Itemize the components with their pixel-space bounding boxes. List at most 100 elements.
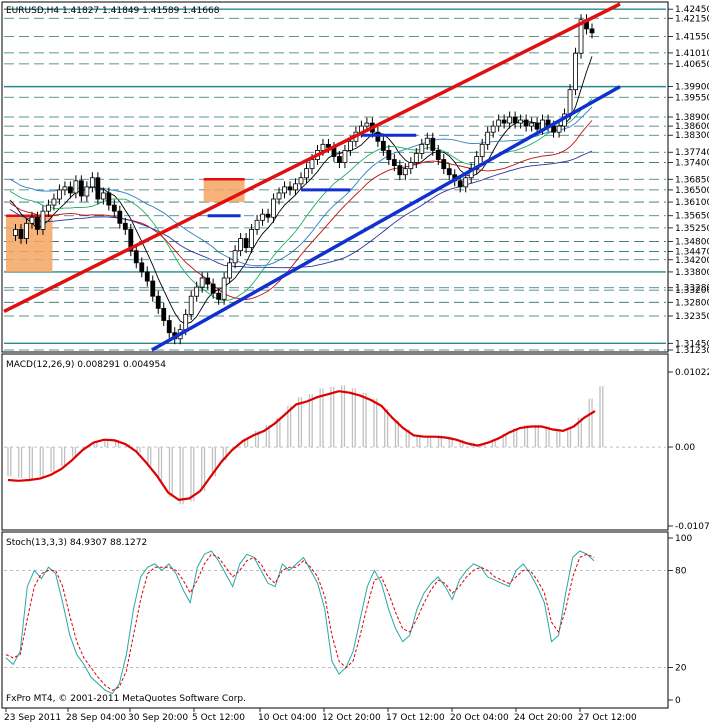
- moving-average-line: [9, 120, 593, 300]
- candle-body: [293, 183, 298, 191]
- price-tick-label: 1.41010: [675, 49, 709, 59]
- resistance-trendline: [3, 2, 621, 313]
- macd-signal-path: [7, 390, 596, 502]
- candle-body: [62, 186, 68, 191]
- price-tick-label: 1.36100: [675, 198, 709, 208]
- time-tick-label: 17 Oct 12:00: [386, 713, 445, 723]
- candle-body: [232, 250, 238, 264]
- candle-body: [24, 222, 29, 239]
- candle-body: [18, 229, 24, 239]
- candle-body: [518, 119, 524, 124]
- candle-body: [419, 143, 425, 154]
- stoch-title: Stoch(13,3,3) 84.9307 88.1272: [6, 538, 147, 548]
- candle-body: [194, 286, 200, 297]
- candle-body: [150, 280, 156, 297]
- time-tick-label: 5 Oct 12:00: [192, 713, 245, 723]
- price-tick-label: 1.32800: [675, 298, 709, 308]
- price-tick-label: 1.37740: [675, 148, 709, 158]
- macd-title: MACD(12,26,9) 0.008291 0.004954: [6, 360, 166, 370]
- price-tick-label: 1.37400: [675, 159, 709, 169]
- price-panel[interactable]: [1, 1, 669, 353]
- time-tick-label: 24 Oct 20:00: [514, 713, 573, 723]
- price-tick-label: 1.33280: [675, 284, 709, 294]
- price-tick-label: 1.38600: [675, 122, 709, 132]
- candle-body: [573, 52, 578, 91]
- candle-body: [589, 28, 595, 34]
- candle-body: [46, 204, 51, 212]
- candle-body: [271, 198, 276, 218]
- price-tick-label: 1.34800: [675, 238, 709, 248]
- candle-body: [386, 150, 392, 160]
- candle-body: [78, 180, 84, 197]
- price-tick-label: 1.38900: [675, 113, 709, 123]
- price-range-box: [203, 179, 245, 203]
- candle-body: [375, 131, 381, 142]
- price-tick-label: 1.41550: [675, 33, 709, 43]
- stoch-panel[interactable]: [1, 531, 669, 709]
- price-tick-label: 1.42150: [675, 14, 709, 24]
- candle-body: [89, 177, 95, 188]
- time-tick-label: 20 Oct 04:00: [450, 713, 509, 723]
- candle-body: [84, 186, 90, 197]
- candle-body: [227, 262, 233, 279]
- stoch-tick-label: 100: [675, 534, 692, 544]
- candle-body: [166, 320, 172, 334]
- candle-body: [117, 210, 123, 224]
- time-tick-label: 28 Sep 04:00: [66, 713, 126, 723]
- price-tick-label: 1.31450: [675, 339, 709, 349]
- candle-body: [402, 168, 408, 176]
- candle-body: [298, 177, 304, 185]
- price-tick-label: 1.38300: [675, 131, 709, 141]
- macd-tick-label: 0.00: [675, 443, 695, 453]
- candle-body: [309, 159, 315, 170]
- candle-body: [144, 271, 150, 282]
- candle-body: [512, 116, 518, 124]
- candle-body: [424, 137, 430, 145]
- price-tick-label: 1.33200: [675, 286, 709, 296]
- price-tick-label: 1.35250: [675, 224, 709, 234]
- time-tick-label: 10 Oct 04:00: [258, 713, 317, 723]
- price-tick-label: 1.31230: [675, 346, 709, 356]
- price-tick-label: 1.39900: [675, 83, 709, 93]
- candle-body: [106, 192, 112, 206]
- candle-body: [40, 210, 46, 230]
- stoch-lines: [5, 550, 595, 695]
- price-level-grid: [4, 8, 666, 351]
- candle-body: [128, 229, 134, 252]
- candle-body: [364, 122, 370, 127]
- candle-body: [380, 140, 386, 151]
- candle-body: [567, 89, 573, 115]
- candle-body: [243, 238, 249, 249]
- price-tick-label: 1.36850: [675, 175, 709, 185]
- macd-tick-label: -0.01076: [675, 522, 709, 532]
- candle-body: [551, 125, 556, 133]
- price-tick-label: 1.35650: [675, 212, 709, 222]
- candle-body: [188, 295, 194, 315]
- candle-body: [13, 229, 18, 236]
- candle-body: [100, 192, 106, 200]
- candle-body: [485, 131, 491, 145]
- candle-body: [326, 143, 331, 148]
- time-axis: 23 Sep 2011 28 Sep 04:00 30 Sep 20:00 5 Oct…: [4, 708, 637, 723]
- candle-body: [260, 213, 265, 221]
- candle-body: [556, 125, 562, 133]
- candle-body: [183, 314, 189, 331]
- price-tick-label: 1.42450: [675, 5, 709, 15]
- copyright-footer: FxPro MT4, © 2001-2011 MetaQuotes Softwa…: [6, 694, 246, 704]
- macd-tick-label: 0.01022: [675, 368, 709, 378]
- time-tick-label: 23 Sep 2011: [4, 713, 61, 723]
- candle-body: [133, 250, 139, 264]
- trend-channel[interactable]: [3, 2, 621, 352]
- price-tick-label: 1.34200: [675, 256, 709, 266]
- candle-body: [529, 122, 535, 127]
- candle-body: [282, 186, 287, 194]
- candle-body: [254, 219, 260, 230]
- candle-body: [441, 159, 447, 170]
- candle-body: [578, 19, 584, 54]
- macd-axis: 0.01022 0.00 -0.01076: [668, 368, 709, 532]
- candle-body: [348, 140, 353, 151]
- stoch-main-line: [5, 550, 595, 695]
- candle-body: [122, 222, 128, 230]
- candle-body: [304, 168, 309, 179]
